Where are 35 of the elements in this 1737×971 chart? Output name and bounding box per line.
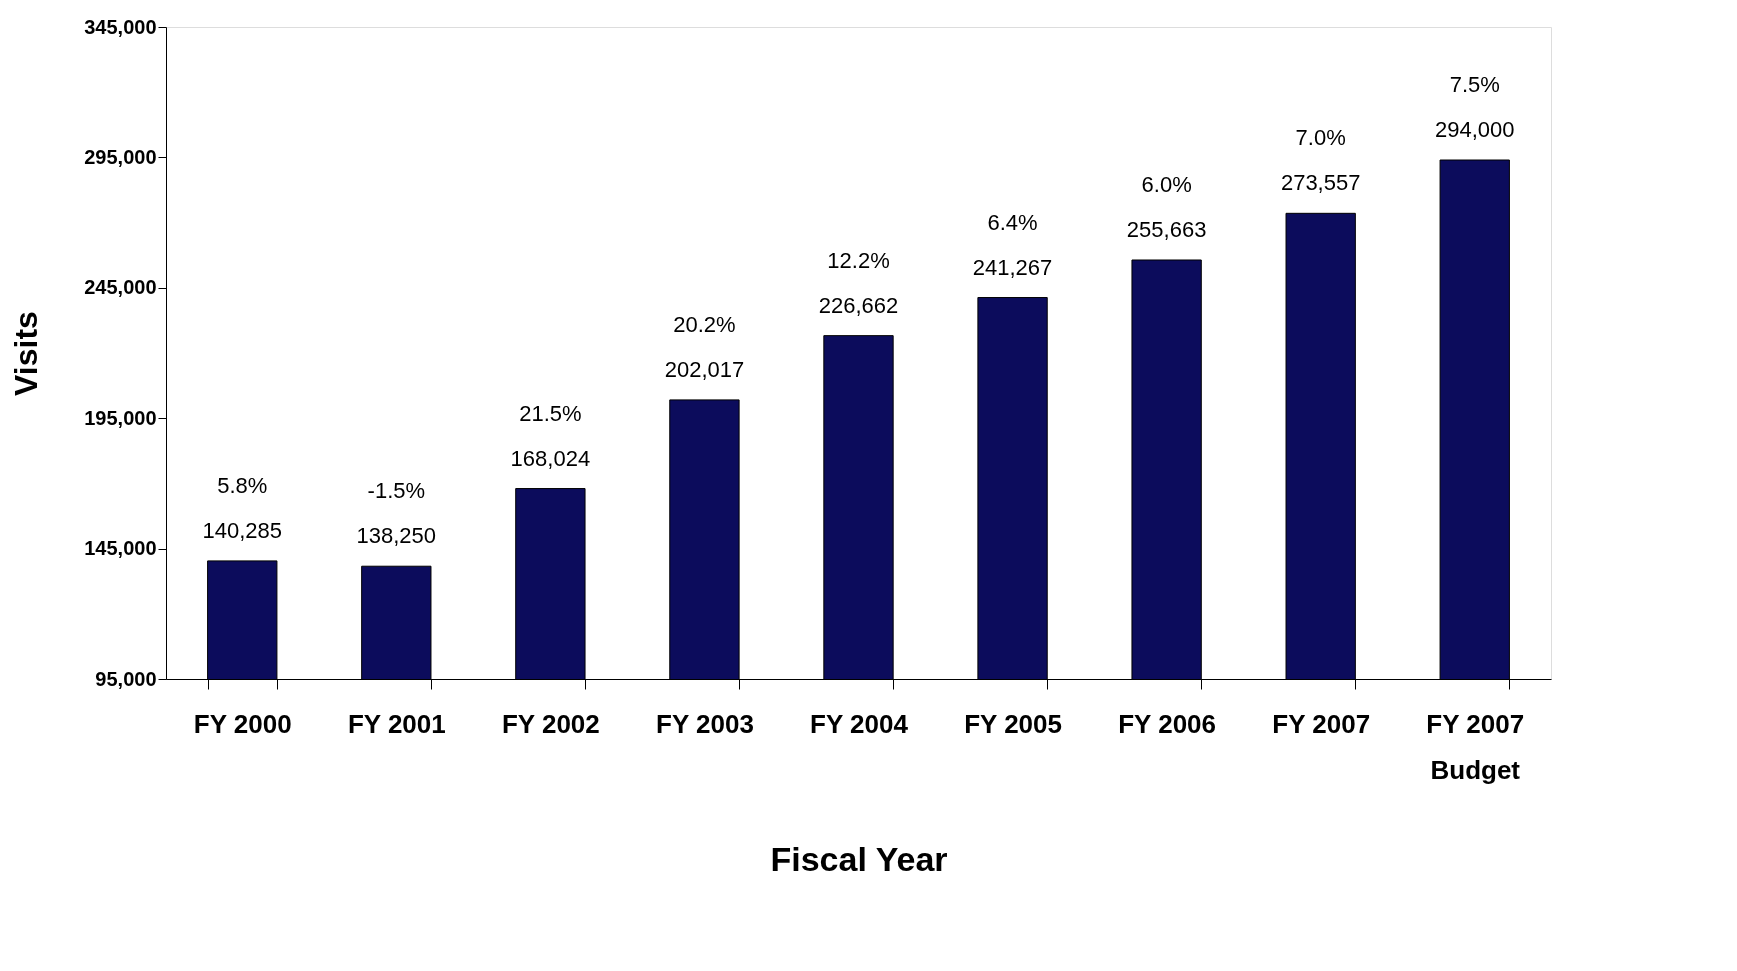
- annotation: 7.5%: [1449, 72, 1500, 98]
- y-tick-label: 295,000: [84, 145, 157, 168]
- annotation: 6.4%: [987, 209, 1038, 235]
- annotation: 5.8%: [217, 472, 268, 498]
- data-label: 294,000: [1434, 117, 1515, 143]
- data-label: 168,024: [510, 445, 591, 471]
- annotation: -1.5%: [367, 478, 426, 504]
- annotation: 21.5%: [519, 400, 582, 426]
- data-label: 138,250: [356, 523, 437, 549]
- y-tick-label: 195,000: [84, 406, 157, 429]
- x-tick-label: FY 2003: [656, 708, 754, 739]
- x-tick-label: FY 2007: [1272, 708, 1371, 739]
- data-label: 273,557: [1280, 170, 1361, 196]
- y-axis-title: Visits: [8, 311, 45, 396]
- data-label: 255,663: [1126, 216, 1207, 242]
- x-tick-label: FY 2006: [1118, 708, 1217, 739]
- x-axis-title: Fiscal Year: [770, 839, 948, 878]
- y-tick-label: 145,000: [84, 537, 157, 560]
- x-tick-label: FY 2002: [501, 708, 600, 739]
- data-label: 202,017: [664, 356, 745, 382]
- data-label: 140,285: [202, 517, 283, 543]
- annotation: 20.2%: [673, 311, 736, 337]
- data-label: 226,662: [818, 292, 899, 318]
- annotation: 6.0%: [1141, 171, 1192, 197]
- y-tick-label: 95,000: [95, 667, 157, 690]
- x-tick-label: FY 2004: [810, 708, 909, 739]
- y-tick-label: 345,000: [84, 15, 157, 38]
- y-tick-label: 245,000: [84, 276, 157, 299]
- x-tick-label: FY 2007 Budget: [1426, 708, 1525, 785]
- annotation: 7.0%: [1295, 125, 1346, 151]
- x-tick-label: FY 2005: [964, 708, 1062, 739]
- annotation: 12.2%: [827, 247, 890, 273]
- data-label: 241,267: [972, 254, 1053, 280]
- x-tick-label: FY 2000: [193, 708, 292, 739]
- x-tick-label: FY 2001: [347, 708, 446, 739]
